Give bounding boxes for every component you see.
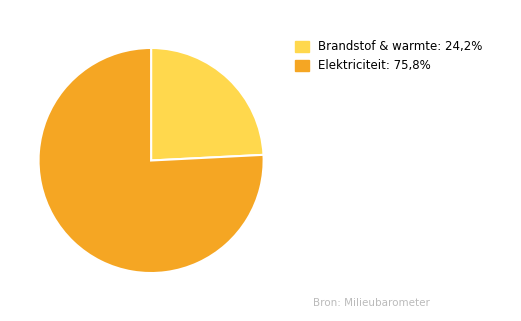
Wedge shape	[151, 48, 264, 160]
Wedge shape	[39, 48, 264, 273]
Legend: Brandstof & warmte: 24,2%, Elektriciteit: 75,8%: Brandstof & warmte: 24,2%, Elektriciteit…	[292, 38, 485, 74]
Text: Bron: Milieubarometer: Bron: Milieubarometer	[313, 298, 429, 308]
